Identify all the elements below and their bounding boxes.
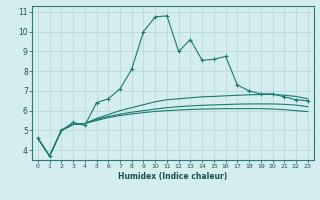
X-axis label: Humidex (Indice chaleur): Humidex (Indice chaleur) <box>118 172 228 181</box>
